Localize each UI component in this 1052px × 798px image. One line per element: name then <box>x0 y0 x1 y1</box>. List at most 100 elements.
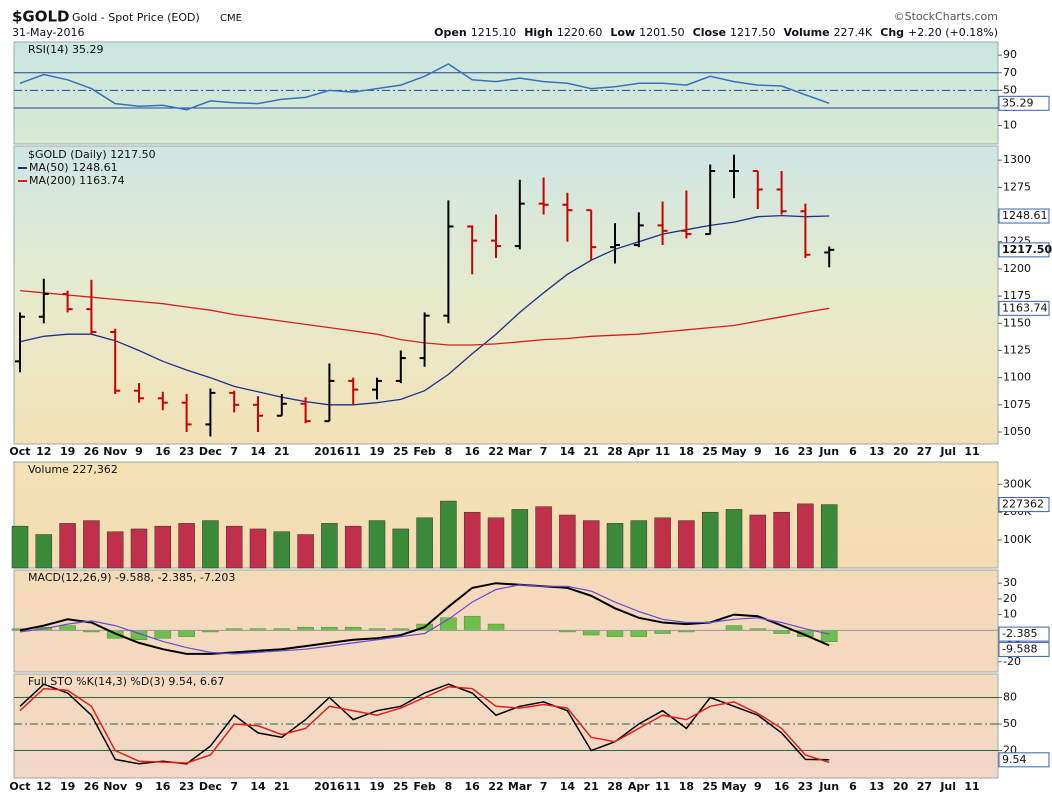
x-tick-label: Apr <box>628 445 650 458</box>
panel-background <box>13 673 999 779</box>
volume-bar <box>368 520 386 569</box>
panel-background <box>13 569 999 673</box>
value-box-label: 1163.74 <box>1002 301 1048 314</box>
x-tick-label: 13 <box>869 780 884 793</box>
y-tick-label: -20 <box>1003 655 1021 668</box>
x-tick-label: 25 <box>703 445 718 458</box>
x-tick-label: 19 <box>369 445 384 458</box>
value-box-label: 35.29 <box>1002 96 1034 109</box>
volume-bar <box>820 504 838 569</box>
x-tick-label: 26 <box>84 445 100 458</box>
x-tick-label: 19 <box>369 780 384 793</box>
value-box <box>998 641 1050 657</box>
quote-value: 1201.50 <box>639 26 685 39</box>
volume-bar <box>59 523 76 569</box>
legend-label: MA(200) 1163.74 <box>29 174 125 187</box>
volume-bar <box>35 534 53 569</box>
symbol: $GOLD <box>12 8 70 26</box>
histogram-bar <box>606 630 624 637</box>
x-tick-label: 21 <box>274 445 289 458</box>
value-box <box>998 752 1050 768</box>
volume-bar <box>440 500 457 569</box>
x-tick-label: 14 <box>250 780 266 793</box>
y-tick-label: 1125 <box>1003 343 1031 356</box>
volume-bar <box>273 531 291 569</box>
x-tick-label: 9 <box>135 445 143 458</box>
x-tick-label: 7 <box>540 445 548 458</box>
exchange: CME <box>220 13 242 24</box>
volume-bar <box>392 528 410 569</box>
panel-background <box>13 145 999 445</box>
x-tick-label: Apr <box>628 780 650 793</box>
date: 31-May-2016 <box>12 26 84 39</box>
y-tick-label: 1100 <box>1003 371 1031 384</box>
x-tick-label: Feb <box>413 445 436 458</box>
panel-title: Volume 227,362 <box>28 463 118 476</box>
x-tick-label: Jun <box>818 445 839 458</box>
x-tick-label: 18 <box>679 780 694 793</box>
x-tick-label: 19 <box>60 780 75 793</box>
value-box <box>998 242 1050 258</box>
volume-bar <box>463 511 481 569</box>
y-tick-label: 90 <box>1003 48 1017 61</box>
x-tick-label: 16 <box>465 445 481 458</box>
x-tick-label: 25 <box>393 445 408 458</box>
x-tick-label: 16 <box>465 780 481 793</box>
volume-bar <box>701 511 719 569</box>
copyright: ©StockCharts.com <box>894 10 998 23</box>
x-tick-label: 23 <box>798 780 813 793</box>
y-tick-label: 70 <box>1003 66 1017 79</box>
x-tick-label: 20 <box>893 780 909 793</box>
panel-title: Full STO %K(14,3) %D(3) 9.54, 6.67 <box>28 675 224 688</box>
volume-bar <box>321 523 338 569</box>
volume-bar <box>582 520 600 569</box>
x-tick-label: 14 <box>560 780 576 793</box>
volume-bar <box>535 506 552 569</box>
x-tick-label: 12 <box>36 780 51 793</box>
x-tick-label: 9 <box>754 780 762 793</box>
panel-background <box>13 41 999 145</box>
x-tick-label: Nov <box>103 445 128 458</box>
value-box-label: 1248.61 <box>1002 209 1048 222</box>
x-tick-label: 11 <box>346 445 361 458</box>
value-box <box>998 626 1050 642</box>
x-tick-label: 28 <box>607 445 622 458</box>
series-line <box>19 686 830 764</box>
quote-value: 227.4K <box>834 26 873 39</box>
x-tick-label: 25 <box>393 780 408 793</box>
y-tick-label: 10 <box>1003 119 1017 132</box>
x-tick-label: Nov <box>103 780 128 793</box>
x-tick-label: 11 <box>655 780 670 793</box>
quote-value: 1217.50 <box>730 26 776 39</box>
legend-label: MA(50) 1248.61 <box>29 161 118 174</box>
value-box <box>998 497 1050 513</box>
volume-bar <box>678 520 695 569</box>
volume-bar <box>606 523 624 569</box>
y-tick-label: 1175 <box>1003 289 1031 302</box>
volume-bar <box>749 514 767 569</box>
value-box-label: 9.54 <box>1002 753 1027 766</box>
instrument-name: Gold - Spot Price (EOD) <box>72 11 200 24</box>
x-tick-label: 23 <box>179 445 194 458</box>
x-tick-label: 21 <box>584 780 599 793</box>
x-tick-label: 8 <box>445 780 453 793</box>
panel-title: MACD(12,26,9) -9.588, -2.385, -7.203 <box>28 571 235 584</box>
x-tick-label: 11 <box>346 780 361 793</box>
x-tick-label: May <box>721 445 746 458</box>
volume-bar <box>297 534 314 569</box>
histogram-bar <box>463 615 481 631</box>
volume-bar <box>630 520 648 569</box>
x-tick-label: Jul <box>939 780 956 793</box>
y-tick-label: 1200 <box>1003 262 1031 275</box>
x-tick-label: 7 <box>230 780 238 793</box>
y-tick-label: 1050 <box>1003 425 1031 438</box>
x-tick-label: 20 <box>893 445 909 458</box>
volume-bar <box>178 523 195 569</box>
histogram-bar <box>820 630 838 642</box>
x-tick-label: Jun <box>818 780 839 793</box>
quote-label: Volume <box>784 26 830 39</box>
x-tick-label: 7 <box>230 445 238 458</box>
x-tick-label: Mar <box>508 445 532 458</box>
volume-bar <box>249 528 267 569</box>
x-tick-label: 11 <box>655 445 670 458</box>
